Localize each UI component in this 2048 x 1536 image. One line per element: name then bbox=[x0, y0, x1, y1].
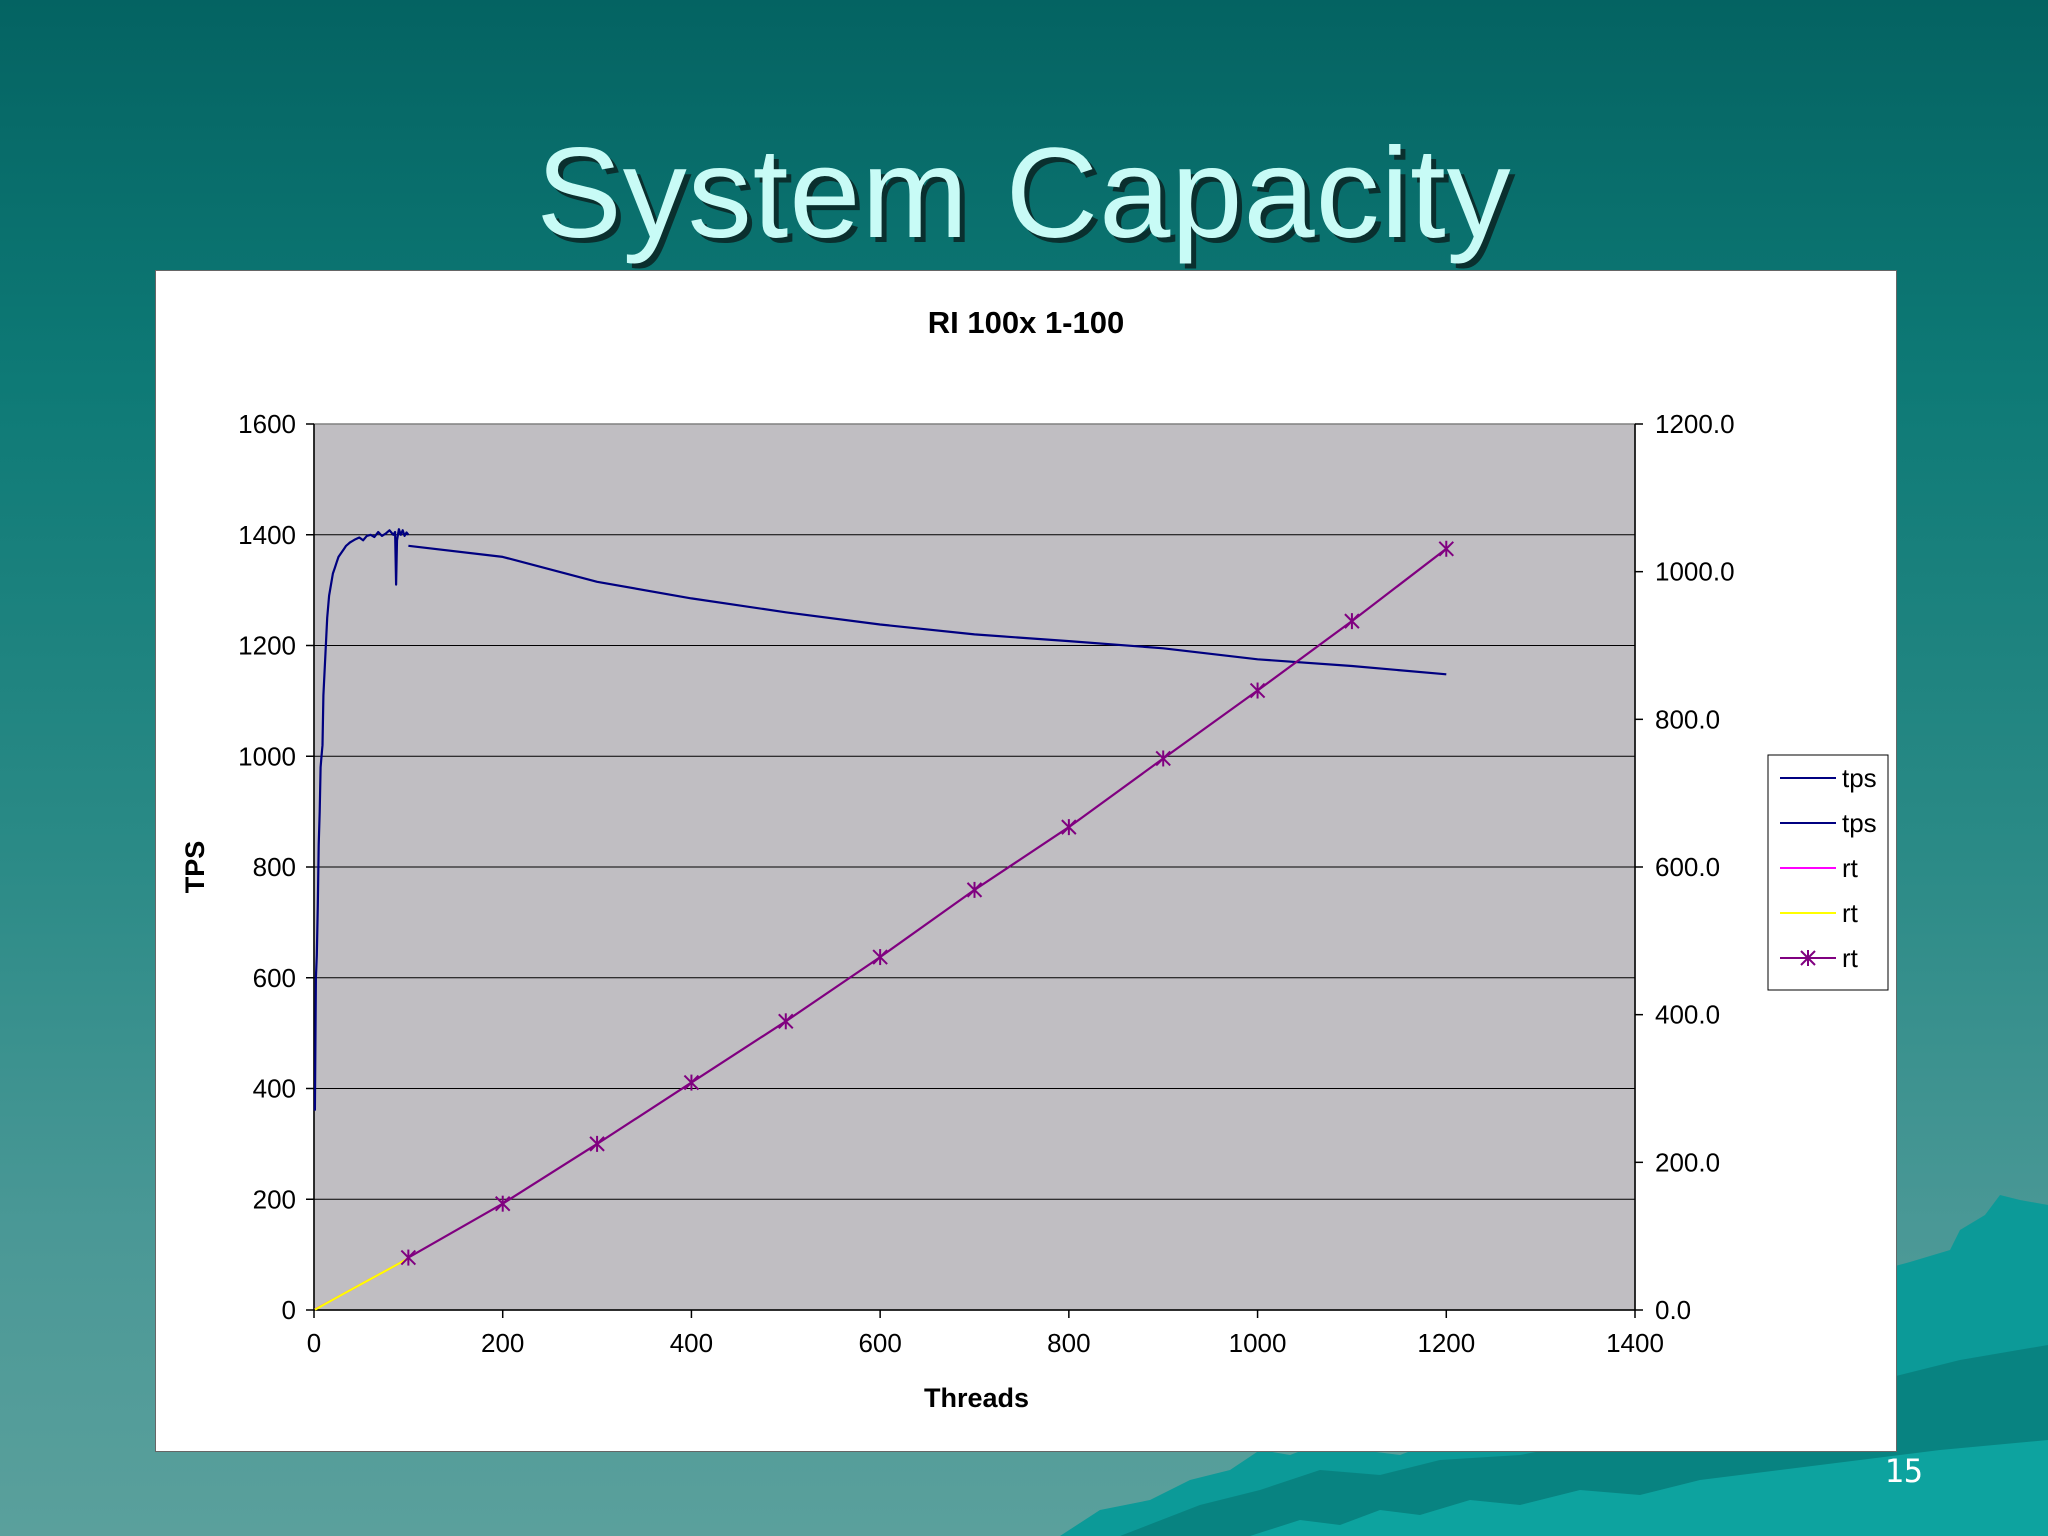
y2-tick-label: 600.0 bbox=[1655, 852, 1720, 882]
y-tick-label: 600 bbox=[253, 963, 296, 993]
x-tick-label: 800 bbox=[1047, 1328, 1090, 1358]
legend-label: rt bbox=[1842, 898, 1859, 928]
y2-tick-label: 1000.0 bbox=[1655, 557, 1735, 587]
y-tick-label: 0 bbox=[282, 1295, 296, 1325]
y-tick-label: 800 bbox=[253, 852, 296, 882]
series-line-tps-2 bbox=[408, 544, 1447, 676]
legend-label: tps bbox=[1842, 763, 1877, 793]
x-tick-label: 1000 bbox=[1229, 1328, 1287, 1358]
chart-title: RI 100x 1-100 bbox=[928, 305, 1124, 340]
page-number: 15 bbox=[1884, 1452, 1923, 1490]
y-tick-label: 400 bbox=[253, 1074, 296, 1104]
y2-tick-label: 800.0 bbox=[1655, 704, 1720, 734]
y-tick-label: 1400 bbox=[238, 520, 296, 550]
y2-tick-label: 0.0 bbox=[1655, 1295, 1691, 1325]
y-tick-label: 1200 bbox=[238, 631, 296, 661]
x-axis-title: Threads bbox=[924, 1383, 1029, 1413]
x-tick-label: 400 bbox=[670, 1328, 713, 1358]
x-tick-label: 0 bbox=[307, 1328, 321, 1358]
x-tick-label: 200 bbox=[481, 1328, 524, 1358]
chart: 0 200 400 600 800 1000 1200 1400 1600 0.0 200.0 400… bbox=[180, 305, 1889, 1413]
y-tick-label: 200 bbox=[253, 1184, 296, 1214]
x-tick-label: 600 bbox=[858, 1328, 901, 1358]
y-tick-label: 1000 bbox=[238, 741, 296, 771]
series-line-rt-4 bbox=[314, 1257, 409, 1311]
legend-label: rt bbox=[1842, 853, 1859, 883]
y2-tick-label: 200.0 bbox=[1655, 1147, 1720, 1177]
series-line-tps-1 bbox=[313, 528, 410, 1111]
y-tick-label: 1600 bbox=[238, 409, 296, 439]
y-axis-title: TPS bbox=[180, 841, 210, 894]
y2-tick-label: 400.0 bbox=[1655, 1000, 1720, 1030]
legend-label: rt bbox=[1842, 943, 1859, 973]
series-line-rt-5 bbox=[407, 547, 1447, 1259]
legend-box bbox=[1767, 754, 1889, 991]
x-tick-label: 1200 bbox=[1417, 1328, 1475, 1358]
slide-title: System Capacity bbox=[536, 122, 1512, 265]
y2-tick-label: 1200.0 bbox=[1655, 409, 1735, 439]
x-tick-label: 1400 bbox=[1606, 1328, 1664, 1358]
legend-label: tps bbox=[1842, 808, 1877, 838]
chart-panel: 0 200 400 600 800 1000 1200 1400 1600 0.0 200.0 400… bbox=[155, 270, 1897, 1452]
